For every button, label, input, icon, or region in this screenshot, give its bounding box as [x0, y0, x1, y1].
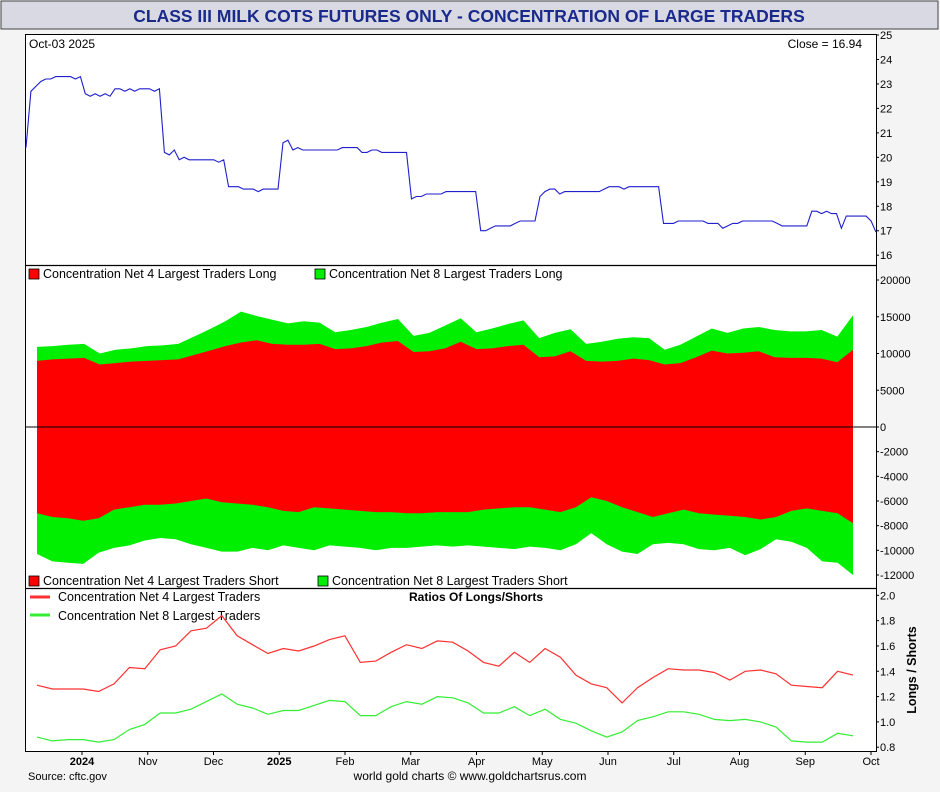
ratio-ytick-label: 1.6: [880, 641, 895, 653]
xtick-label: Apr: [468, 756, 485, 768]
conc-ytick-label: 0: [880, 422, 886, 434]
conc-ytick-label: 10000: [880, 349, 911, 361]
conc-ytick-label: -8000: [880, 521, 908, 533]
date-label: Oct-03 2025: [29, 37, 95, 51]
conc-ytick-label: -2000: [880, 447, 908, 459]
source-label: Source: cftc.gov: [28, 771, 107, 783]
price-ytick-label: 19: [880, 177, 892, 189]
conc-ytick-label: 5000: [880, 385, 904, 397]
legend-swatch-short4: [28, 575, 40, 587]
xtick-label: Mar: [401, 756, 420, 768]
conc-ytick-label: 15000: [880, 312, 911, 324]
xtick-label: Jun: [599, 756, 617, 768]
price-ytick-label: 16: [880, 250, 892, 262]
ratio-ytick-label: 1.2: [880, 692, 895, 704]
chart-title: CLASS III MILK COTS FUTURES ONLY - CONCE…: [133, 6, 805, 26]
xtick-label: Jul: [667, 756, 681, 768]
xtick-label: 2024: [70, 756, 95, 768]
xtick-label: Oct: [862, 756, 879, 768]
legend-long8: Concentration Net 8 Largest Traders Long: [329, 267, 563, 281]
legend-swatch-short8: [317, 575, 329, 587]
conc-ytick-label: -12000: [880, 570, 914, 582]
legend-swatch-long8: [314, 268, 326, 280]
price-ytick-label: 22: [880, 103, 892, 115]
concentration-panel: Concentration Net 4 Largest Traders Long…: [28, 267, 568, 588]
ratio-ytick-label: 2.0: [880, 590, 895, 602]
xtick-label: 2025: [267, 756, 291, 768]
legend-short4: Concentration Net 4 Largest Traders Shor…: [43, 574, 279, 588]
legend-ratio8: Concentration Net 8 Largest Traders: [58, 609, 260, 623]
conc-ytick-label: -6000: [880, 496, 908, 508]
ratio-ytick-label: 0.8: [880, 742, 895, 754]
price-line: [25, 75, 877, 233]
price-ytick-label: 24: [880, 54, 892, 66]
credit-label: world gold charts © www.goldchartsrus.co…: [353, 769, 587, 783]
ratio-line-net4: [36, 614, 854, 704]
legend-swatch-long4: [28, 268, 40, 280]
area-net4-long: [37, 340, 853, 427]
price-ytick-label: 17: [880, 226, 892, 238]
xtick-label: Sep: [795, 756, 815, 768]
xtick-label: Nov: [138, 756, 158, 768]
ratio-ytick-label: 1.0: [880, 717, 895, 729]
close-label: Close = 16.94: [788, 37, 863, 51]
price-ytick-label: 21: [880, 128, 892, 140]
legend-long4: Concentration Net 4 Largest Traders Long: [43, 267, 277, 281]
xtick-label: Aug: [730, 756, 750, 768]
ratio-line-net8: [36, 693, 854, 743]
conc-ytick-label: -4000: [880, 471, 908, 483]
price-ytick-label: 18: [880, 201, 892, 213]
ratio-panel: Concentration Net 4 Largest Traders Conc…: [30, 590, 919, 714]
xtick-label: Feb: [336, 756, 355, 768]
area-net4-short: [37, 427, 853, 524]
price-ytick-label: 25: [880, 30, 892, 42]
ratio-title: Ratios Of Longs/Shorts: [409, 590, 543, 604]
price-ytick-label: 20: [880, 152, 892, 164]
title-bar: [0, 0, 939, 30]
legend-short8: Concentration Net 8 Largest Traders Shor…: [332, 574, 568, 588]
price-ytick-label: 23: [880, 79, 892, 91]
ratio-ylabel: Longs / Shorts: [905, 626, 919, 714]
ratio-ytick-label: 1.4: [880, 666, 895, 678]
price-panel: Oct-03 2025 Close = 16.94: [29, 37, 862, 51]
ratio-ytick-label: 1.8: [880, 616, 895, 628]
xtick-label: May: [532, 756, 553, 768]
legend-ratio4: Concentration Net 4 Largest Traders: [58, 590, 260, 604]
xtick-label: Dec: [204, 756, 224, 768]
conc-ytick-label: 20000: [880, 275, 911, 287]
conc-ytick-label: -10000: [880, 545, 914, 557]
